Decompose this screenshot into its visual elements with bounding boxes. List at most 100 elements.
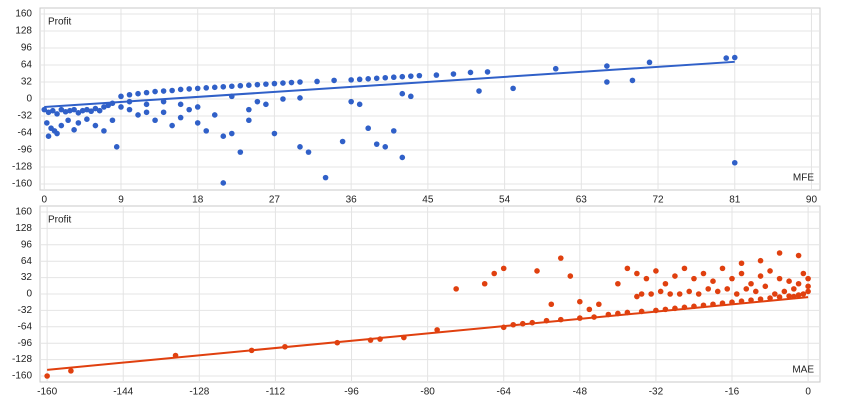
point [752,288,759,295]
point [254,81,261,88]
point [399,90,406,97]
point [695,291,702,297]
point [297,95,303,101]
point [648,291,654,297]
point [92,105,99,112]
point [194,85,201,92]
x-tick-label: -128 [189,387,209,398]
point [762,283,769,290]
point [786,293,792,299]
point [186,106,192,113]
point [672,273,678,279]
point [271,80,278,87]
point [118,93,124,100]
point [41,106,48,113]
y-tick-label: -64 [18,128,33,139]
point [169,87,175,94]
y-tick-label: -96 [18,145,33,156]
y-tick-label: 0 [26,289,32,300]
point [681,265,688,272]
point [805,275,811,282]
point [263,81,269,87]
x-tick-label: 54 [499,195,511,206]
point [113,144,120,150]
point [305,149,312,155]
point [399,73,406,80]
y-tick-label: -32 [18,305,33,316]
point [476,88,482,94]
point [58,106,65,113]
point [738,270,745,277]
point [75,120,82,126]
y-tick-label: 0 [26,94,32,105]
point [280,80,286,86]
point [772,291,778,297]
point [757,257,764,264]
point [776,275,783,282]
point [373,75,380,82]
point [557,255,564,261]
y-tick-label: -64 [18,321,33,332]
point [220,133,227,139]
point [44,373,50,379]
x-tick-label: 45 [422,195,434,206]
point [534,268,540,274]
x-tick-label: 81 [729,195,741,206]
point [629,77,636,84]
point [433,72,440,78]
trend-line [47,296,809,371]
point [408,73,414,79]
point [373,141,380,147]
point [271,130,278,137]
x-tick-label: 27 [269,195,281,206]
point [491,270,498,277]
point [177,101,184,108]
point [481,280,488,287]
point [729,275,735,282]
point [237,149,244,155]
y-tick-label: -160 [12,371,32,382]
point [781,288,788,295]
point [548,301,555,308]
point [748,280,754,287]
point [662,280,669,287]
point [68,368,74,374]
point [416,72,423,79]
point [71,106,77,113]
point [297,79,303,85]
point [467,69,474,76]
point [211,84,218,91]
x-tick-label: 9 [118,195,124,206]
x-tick-label: 63 [576,195,588,206]
point [399,154,406,161]
point [604,63,610,69]
point [714,288,721,295]
point [229,130,235,137]
point [71,127,77,133]
point [143,101,150,108]
y-tick-label: 96 [21,239,33,250]
point [135,112,141,118]
point [710,278,716,284]
point [45,133,52,139]
point [246,106,252,113]
point [67,107,73,114]
point [62,108,69,115]
point [724,286,731,292]
point [246,117,252,124]
point [54,130,60,137]
point [365,125,371,132]
x-tick-label: 0 [41,195,47,206]
x-tick-label: 72 [652,195,664,206]
point [453,286,459,292]
point [109,117,116,124]
point [604,79,610,85]
point [776,294,783,300]
point [143,109,150,116]
point [484,69,491,75]
point [776,250,783,256]
point [203,128,210,134]
y-tick-label: 64 [21,60,33,71]
point [211,112,218,118]
point [79,107,86,114]
